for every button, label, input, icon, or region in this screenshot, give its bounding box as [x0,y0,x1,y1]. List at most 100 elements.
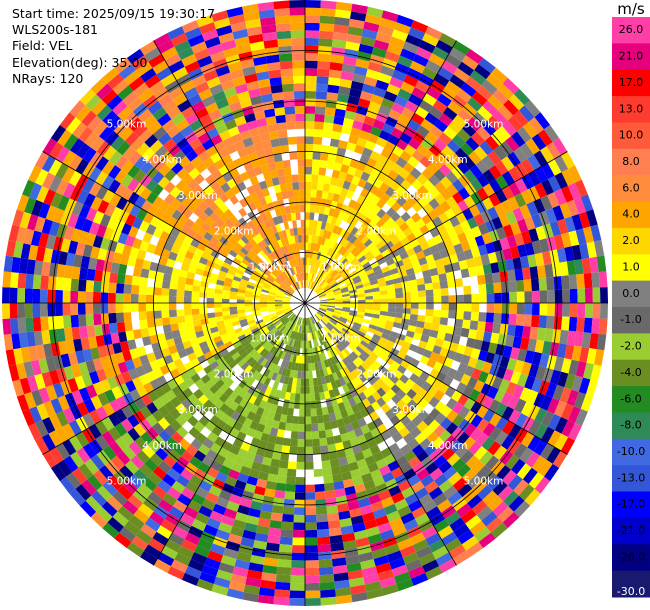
ppi-gate [400,384,411,395]
ppi-gate [224,476,238,487]
ppi-gate [318,45,332,55]
ppi-gate [244,293,253,298]
ppi-gate [490,460,506,476]
ppi-gate [365,229,375,239]
ppi-gate [92,210,105,225]
ppi-gate [248,322,257,328]
ppi-gate [358,223,367,233]
ppi-gate [219,360,229,370]
ppi-gate [40,275,49,290]
ppi-gate [313,468,324,477]
ppi-gate [57,395,70,411]
ppi-gate [293,339,298,348]
ppi-gate [191,253,202,263]
ppi-gate [284,270,290,278]
ppi-gate [267,306,276,309]
ppi-gate [315,276,321,284]
ppi-gate [354,336,363,344]
ppi-gate [228,14,246,25]
ppi-gate [420,456,434,469]
ppi-gate [505,335,515,348]
ppi-gate [485,283,495,294]
ppi-gate [221,307,230,312]
ppi-gate [318,269,324,277]
ppi-gate [177,493,192,507]
ppi-gate [335,370,343,380]
ppi-gate [310,324,315,333]
ppi-gate [170,33,188,47]
ppi-gate [390,404,402,415]
ppi-gate [395,379,406,390]
ppi-gate [415,80,430,94]
ppi-gate [460,82,477,97]
ppi-gate [346,562,362,573]
ppi-gate [323,315,331,321]
ppi-gate [277,350,284,359]
ppi-gate [559,387,572,404]
ppi-gate [320,144,330,154]
ppi-gate [285,368,291,378]
ppi-gate [363,250,373,259]
ppi-gate [544,263,554,278]
ppi-gate [252,307,261,312]
ppi-gate [161,295,169,303]
ppi-gate [305,575,320,584]
ppi-gate [384,141,396,153]
ppi-gate [305,143,314,152]
ppi-gate [252,270,261,277]
ppi-gate [223,46,239,59]
ppi-gate [325,99,337,109]
ppi-gate [369,352,379,361]
ppi-gate [95,156,109,171]
ppi-gate [310,189,317,198]
ppi-gate [8,364,20,382]
ppi-gate [271,260,279,268]
ppi-gate [115,303,124,313]
ppi-gate [295,355,300,364]
ppi-gate [323,390,331,400]
ppi-gate [476,418,490,433]
ppi-gate [251,48,266,59]
ppi-gate [344,423,354,433]
ppi-gate [249,359,258,368]
ppi-gate [381,97,395,110]
ppi-gate [214,288,223,295]
ppi-gate [457,463,471,478]
ppi-gate [55,410,69,427]
ppi-gate [366,6,384,18]
ppi-gate [353,427,364,438]
ppi-gate [433,424,446,437]
ppi-gate [134,156,148,170]
ppi-gate [434,181,447,194]
ppi-gate [245,287,254,292]
ppi-gate [206,369,217,380]
ppi-gate [353,278,362,284]
ppi-gate [263,449,274,459]
ppi-gate [336,449,347,459]
ppi-gate [353,322,362,328]
ppi-gate [517,348,528,362]
ppi-gate [351,175,361,186]
ppi-gate [55,179,69,196]
ppi-gate [408,93,423,107]
ppi-gate [411,383,422,394]
ppi-gate [406,388,417,400]
ppi-gate [513,479,529,496]
ppi-gate [284,205,291,215]
ppi-gate [81,110,97,127]
ppi-gate [307,348,311,356]
ppi-gate [124,274,133,285]
ppi-gate [293,189,300,198]
ppi-gate [379,65,395,77]
ppi-gate [468,266,478,277]
ppi-gate [220,79,235,91]
ppi-gate [177,99,192,113]
ppi-gate [260,271,269,279]
ppi-gate [340,187,349,197]
range-ring-label: 1.00km [321,333,361,345]
ppi-gate [422,179,435,192]
ppi-gate [342,213,350,222]
ppi-gate [259,307,268,311]
ppi-gate [514,162,528,178]
ppi-gate [283,296,291,300]
